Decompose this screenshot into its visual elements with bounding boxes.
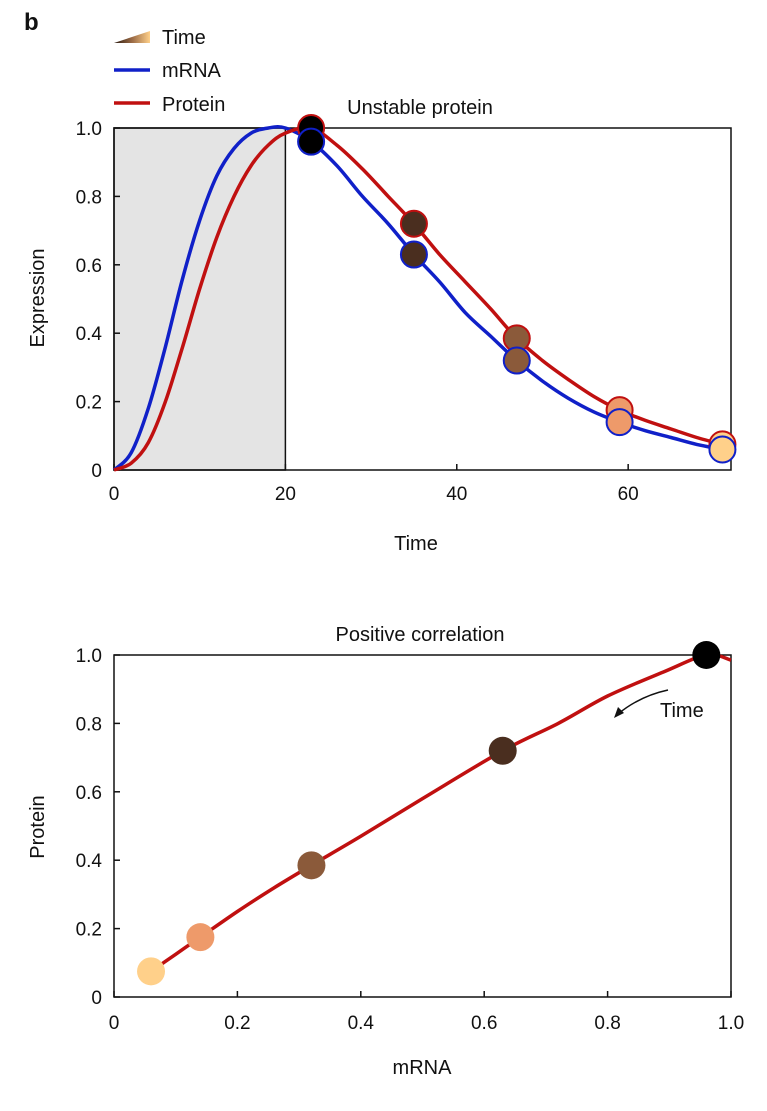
scatter-point xyxy=(137,957,166,986)
x-tick-label: 1.0 xyxy=(718,1013,744,1034)
scatter-point xyxy=(488,736,517,765)
plot-frame xyxy=(113,127,732,471)
scatter-point xyxy=(297,851,326,880)
y-tick-label: 0 xyxy=(91,461,102,482)
induction-shaded-region xyxy=(113,127,287,471)
legend-time-label: Time xyxy=(162,27,206,49)
y-tick-label: 0.4 xyxy=(76,851,103,872)
chart-title: Positive correlation xyxy=(336,624,505,646)
legend: Time mRNA Protein xyxy=(114,27,225,116)
x-axis-label: mRNA xyxy=(393,1057,453,1079)
y-axis-label: Expression xyxy=(27,249,49,348)
time-markers xyxy=(297,114,737,464)
y-tick-label: 0.4 xyxy=(76,324,103,345)
x-tick-label: 0.4 xyxy=(348,1013,375,1034)
y-tick-label: 0.2 xyxy=(76,393,102,414)
chart-title: Unstable protein xyxy=(347,97,493,119)
y-axis-ticks: 0 0.2 0.4 0.6 0.8 1.0 xyxy=(76,119,120,482)
mrna-time-marker xyxy=(297,127,326,156)
y-axis-ticks: 0 0.2 0.4 0.6 0.8 1.0 xyxy=(76,646,120,1009)
expression-vs-time-chart: 0 20 40 60 0 0.2 0.4 0.6 0.8 1.0 Unstable protei… xyxy=(27,97,737,555)
x-tick-label: 20 xyxy=(275,484,296,505)
plot-frame xyxy=(113,654,732,998)
y-tick-label: 0.6 xyxy=(76,256,102,277)
time-arrowhead xyxy=(614,707,624,718)
x-tick-label: 0 xyxy=(109,484,120,505)
y-tick-label: 1.0 xyxy=(76,646,102,667)
y-tick-label: 1.0 xyxy=(76,119,102,140)
scatter-point xyxy=(692,641,721,669)
x-axis-ticks: 0 0.2 0.4 0.6 0.8 1.0 xyxy=(109,991,744,1034)
mrna-time-marker xyxy=(399,240,428,269)
x-axis-label: Time xyxy=(394,533,438,555)
protein-vs-mrna-chart: 0 0.2 0.4 0.6 0.8 1.0 0 0.2 0.4 0.6 0.8 1.0 Time P… xyxy=(27,624,744,1079)
mrna-time-marker xyxy=(605,408,634,437)
x-tick-label: 0.6 xyxy=(471,1013,497,1034)
x-axis-ticks: 0 20 40 60 xyxy=(109,464,639,505)
x-tick-label: 0.8 xyxy=(594,1013,620,1034)
x-tick-label: 0 xyxy=(109,1013,120,1034)
y-tick-label: 0.8 xyxy=(76,187,102,208)
legend-time-swatch xyxy=(114,31,150,43)
legend-protein-label: Protein xyxy=(162,94,225,116)
y-tick-label: 0.6 xyxy=(76,783,102,804)
y-axis-label: Protein xyxy=(27,795,49,858)
mrna-time-marker xyxy=(708,435,737,464)
time-annotation: Time xyxy=(660,700,704,722)
time-points xyxy=(137,641,721,986)
x-tick-label: 0.2 xyxy=(224,1013,250,1034)
y-tick-label: 0.8 xyxy=(76,714,102,735)
panel-letter: b xyxy=(24,9,39,36)
x-tick-label: 60 xyxy=(618,484,639,505)
x-tick-label: 40 xyxy=(446,484,467,505)
legend-mrna-label: mRNA xyxy=(162,60,222,82)
protein-time-marker xyxy=(399,209,428,238)
scatter-point xyxy=(186,923,215,952)
mrna-time-marker xyxy=(502,346,531,375)
y-tick-label: 0.2 xyxy=(76,920,102,941)
protein-mrna-trajectory-line xyxy=(146,652,732,976)
y-tick-label: 0 xyxy=(91,988,102,1009)
